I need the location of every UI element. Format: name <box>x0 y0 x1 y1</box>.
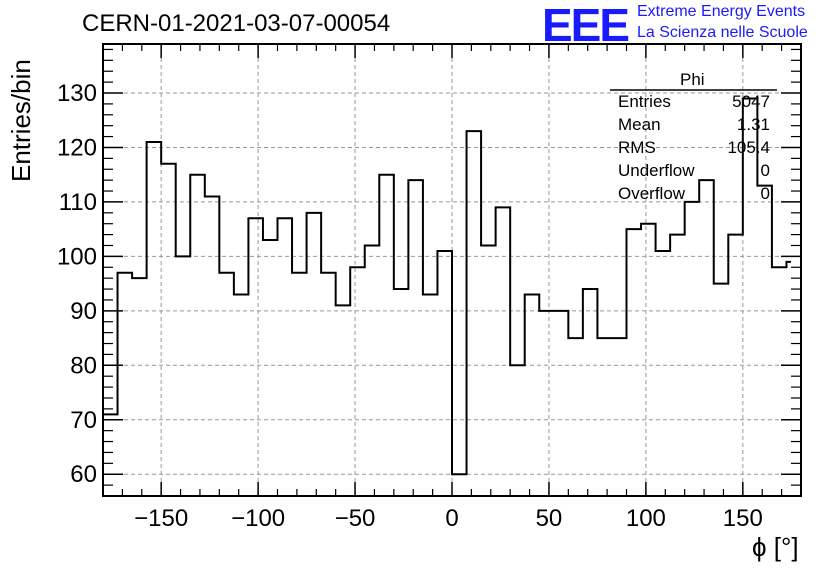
chart-title: CERN-01-2021-03-07-00054 <box>82 10 391 37</box>
stats-row-value: 0 <box>760 184 770 203</box>
stats-row-label: RMS <box>618 138 656 157</box>
y-tick-label: 70 <box>70 407 97 434</box>
stats-row-label: Entries <box>618 92 671 111</box>
x-tick-label: 150 <box>723 505 763 532</box>
axis-ticks: −150 −100 −50 0 50 100 150 60 70 80 90 100 110 120 130 <box>57 44 802 532</box>
stats-row-value: 0 <box>760 161 770 180</box>
y-axis-label: Entries/bin <box>6 59 36 182</box>
stats-row-label: Overflow <box>618 184 686 203</box>
y-tick-label: 60 <box>70 461 97 488</box>
x-axis-label: ϕ [°] <box>752 532 799 562</box>
stats-row-value: 105.4 <box>727 138 770 157</box>
y-tick-label: 120 <box>57 134 97 161</box>
stats-row-value: 5047 <box>732 92 770 111</box>
logo-text-line2: La Scienza nelle Scuole <box>637 24 808 41</box>
y-tick-label: 130 <box>57 80 97 107</box>
stats-row-value: 1.31 <box>736 115 770 134</box>
stats-row-label: Mean <box>618 115 661 134</box>
eee-logo: EEE <box>542 0 630 51</box>
stats-row-label: Underflow <box>618 161 695 180</box>
x-tick-label: 0 <box>445 505 458 532</box>
y-tick-label: 110 <box>59 189 97 216</box>
x-tick-label: −100 <box>231 505 285 532</box>
y-tick-label: 90 <box>70 298 97 325</box>
x-tick-label: 100 <box>626 505 666 532</box>
stats-box-title: Phi <box>680 70 705 89</box>
x-tick-label: 50 <box>536 505 563 532</box>
x-tick-label: −150 <box>134 505 188 532</box>
y-tick-label: 80 <box>70 352 97 379</box>
histogram-series <box>102 97 791 496</box>
x-tick-label: −50 <box>335 505 376 532</box>
y-tick-label: 100 <box>57 243 97 270</box>
logo-text-line1: Extreme Energy Events <box>637 3 806 20</box>
